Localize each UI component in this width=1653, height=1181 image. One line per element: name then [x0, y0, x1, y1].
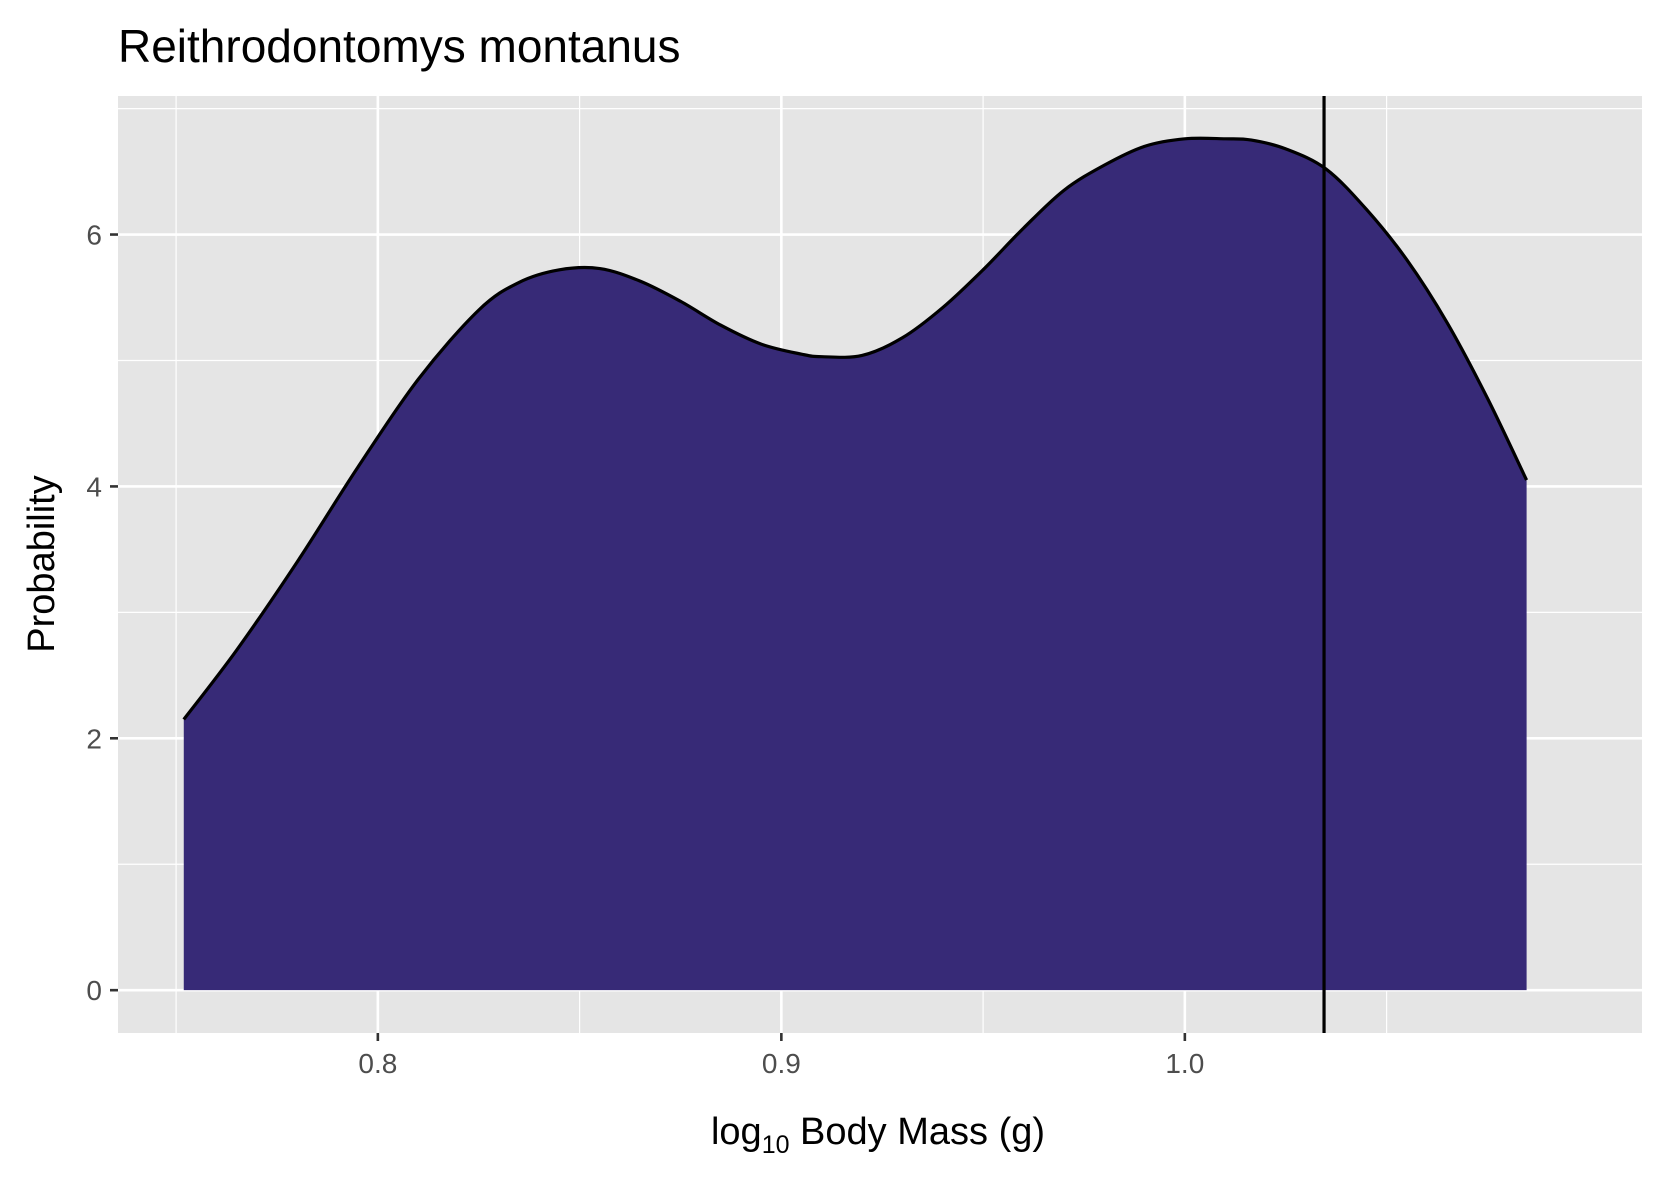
x-tick-label: 0.8: [358, 1048, 397, 1079]
x-tick-label: 0.9: [762, 1048, 801, 1079]
density-line: [182, 136, 1529, 721]
y-tick-label: 0: [86, 975, 102, 1006]
x-axis-title: log10 Body Mass (g): [711, 1111, 1045, 1159]
x-axis: 0.8 0.9 1.0: [358, 1033, 1204, 1079]
x-axis-title-suffix: Body Mass (g): [790, 1111, 1046, 1153]
x-tick-label: 1.0: [1165, 1048, 1204, 1079]
y-axis: 0 2 4 6: [86, 220, 118, 1006]
chart-title: Reithrodontomys montanus: [118, 20, 681, 72]
y-tick-label: 2: [86, 723, 102, 754]
y-tick-label: 4: [86, 471, 102, 502]
density-area: [183, 138, 1527, 991]
y-axis-title: Probability: [21, 475, 63, 652]
x-axis-title-prefix: log: [711, 1111, 762, 1153]
y-tick-label: 6: [86, 220, 102, 251]
x-axis-title-subscript: 10: [762, 1131, 790, 1159]
